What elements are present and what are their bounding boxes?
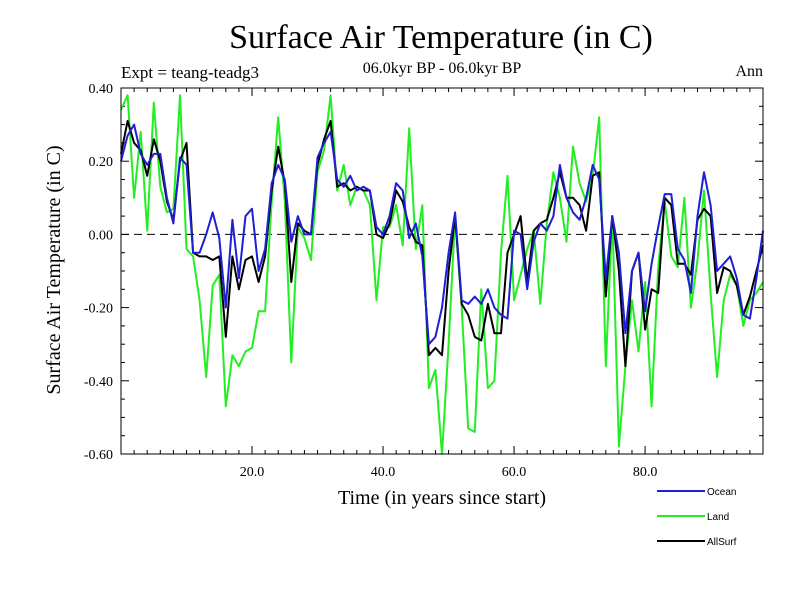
season-label: Ann [735,63,763,80]
legend-label-land: Land [707,512,729,523]
data-series [120,94,764,455]
y-tick-label: 0.20 [89,155,114,170]
experiment-label: Expt = teang-teadg3 [121,63,259,82]
x-tick-label: 80.0 [633,465,658,480]
chart-title: Surface Air Temperature (in C) [229,19,653,56]
y-tick-label: 0.00 [89,228,114,243]
y-tick-label: -0.20 [84,302,113,317]
series-line-land [120,94,764,455]
y-tick-label: -0.60 [84,448,113,463]
x-tick-label: 60.0 [502,465,527,480]
plot-frame [120,87,764,455]
x-tick-label: 40.0 [371,465,396,480]
axis-ticks: 0.40 0.20 0.00 -0.20 -0.40 -0.60 20.0 40.0 60.0 8… [84,82,763,480]
y-axis-label: Surface Air Temperature (in C) [43,145,65,394]
legend: Ocean Land AllSurf [657,487,737,548]
y-tick-label: 0.40 [89,82,114,97]
y-tick-label: -0.40 [84,375,113,390]
series-line-allsurf [120,119,764,368]
legend-label-ocean: Ocean [707,487,736,498]
x-axis-label: Time (in years since start) [338,487,546,509]
series-line-ocean [120,123,764,346]
chart-subtitle: 06.0kyr BP - 06.0kyr BP [363,60,522,77]
legend-label-allsurf: AllSurf [707,537,737,548]
x-tick-label: 20.0 [240,465,265,480]
